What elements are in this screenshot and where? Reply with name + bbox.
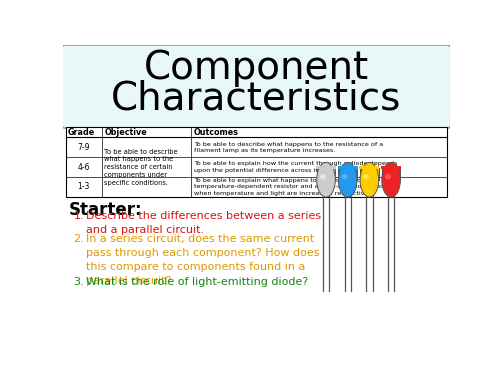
Ellipse shape (385, 174, 391, 179)
Text: Characteristics: Characteristics (111, 80, 402, 118)
Ellipse shape (342, 174, 347, 179)
Ellipse shape (320, 174, 326, 179)
Text: To be able to describe what happens to the resistance of a
filament lamp as its : To be able to describe what happens to t… (194, 142, 383, 153)
Bar (360, 166, 380, 169)
Ellipse shape (316, 162, 336, 197)
Bar (381, 166, 401, 169)
Text: Starter:: Starter: (68, 201, 142, 219)
Text: To be able to explain what happens to the resistance of a
temperature-dependent : To be able to explain what happens to th… (194, 178, 398, 196)
Bar (360, 168, 378, 180)
Text: 4-6: 4-6 (78, 162, 90, 171)
Bar (316, 168, 336, 180)
Text: To be able to explain how the current through a diode depends
upon the potential: To be able to explain how the current th… (194, 161, 398, 173)
Bar (66, 128, 447, 197)
FancyBboxPatch shape (62, 45, 451, 128)
Text: 1.: 1. (74, 210, 84, 220)
Ellipse shape (338, 162, 357, 197)
Text: Outcomes: Outcomes (194, 128, 239, 137)
Text: Objective: Objective (104, 128, 147, 137)
Bar (338, 166, 358, 169)
Ellipse shape (363, 174, 370, 179)
Text: Describe the differences between a series
and a parallel circuit.: Describe the differences between a serie… (86, 210, 321, 234)
Text: In a series circuit, does the same current
pass through each component? How does: In a series circuit, does the same curre… (86, 234, 320, 286)
Bar (316, 166, 336, 169)
Text: What is the role of light-emitting diode?: What is the role of light-emitting diode… (86, 277, 308, 287)
Text: 7-9: 7-9 (78, 143, 90, 152)
Text: 2.: 2. (74, 234, 84, 244)
Text: 3.: 3. (74, 277, 84, 287)
Text: 1-3: 1-3 (78, 182, 90, 191)
Text: Component: Component (144, 49, 369, 87)
Ellipse shape (382, 162, 400, 197)
Text: To be able to describe
what happens to the
resistance of certain
components unde: To be able to describe what happens to t… (104, 148, 178, 186)
Text: Grade: Grade (67, 128, 94, 137)
Ellipse shape (360, 162, 378, 197)
Bar (382, 168, 400, 180)
Bar (338, 168, 357, 180)
